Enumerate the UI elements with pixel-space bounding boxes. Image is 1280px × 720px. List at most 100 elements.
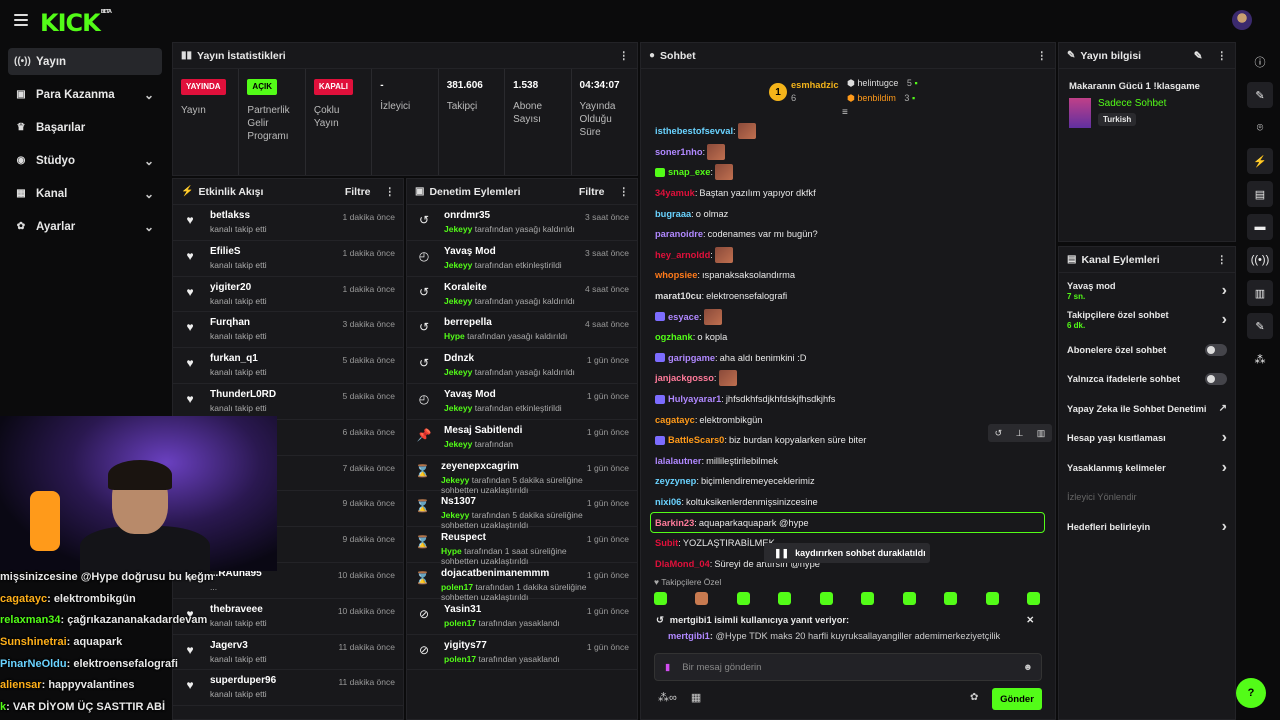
- sidebar-item[interactable]: ▣ Para Kazanma ⌄: [8, 81, 162, 108]
- collapse-icon[interactable]: ≡: [842, 107, 848, 118]
- channel-action-row[interactable]: Hesap yaşı kısıtlaması ›: [1059, 424, 1235, 454]
- delete-icon[interactable]: ▥: [1036, 427, 1046, 438]
- channel-action-row[interactable]: Abonelere özel sohbet: [1059, 335, 1235, 365]
- chat-username[interactable]: bugraaa: [655, 208, 692, 219]
- chat-message[interactable]: hey_arnoldd:: [641, 245, 1055, 266]
- chat-message[interactable]: nixi06: koltuksikenlerdenmişsinizcesine: [641, 492, 1055, 513]
- leader-third-name[interactable]: benbildim: [857, 93, 896, 103]
- moderator-name[interactable]: Jekeyy: [444, 224, 473, 234]
- kick-logo[interactable]: KICKBETA: [40, 9, 112, 37]
- moderator-name[interactable]: Jekeyy: [444, 259, 473, 270]
- chat-username[interactable]: snap_exe: [668, 167, 711, 178]
- chat-message[interactable]: paranoidre: codenames var mı bugün?: [641, 224, 1055, 245]
- emote-2[interactable]: [695, 592, 709, 605]
- reply-icon[interactable]: ↺: [994, 427, 1003, 438]
- chevron-right-icon[interactable]: ›: [1221, 311, 1227, 329]
- chat-username[interactable]: nixi06: [655, 496, 682, 507]
- emote-1[interactable]: [654, 592, 667, 605]
- emoji-icon[interactable]: ☻: [1023, 661, 1033, 673]
- chat-message[interactable]: isthebestofsevval:: [641, 121, 1055, 142]
- avatar[interactable]: [1232, 10, 1252, 30]
- more-icon[interactable]: ⋮: [618, 185, 630, 198]
- emote-5[interactable]: [819, 592, 833, 605]
- chat-username[interactable]: lalalautner: [655, 455, 702, 466]
- menu-icon[interactable]: [14, 14, 28, 26]
- chat-message[interactable]: lalalautner: millileştirilebilmek: [641, 451, 1055, 472]
- chat-username[interactable]: Hulyayarar1: [668, 394, 722, 405]
- leader-first-name[interactable]: esmhadzic: [791, 80, 839, 90]
- chat-username[interactable]: whopsiee: [655, 270, 698, 281]
- chat-message[interactable]: cagatayc: elektrombikgün: [641, 409, 1055, 430]
- moderator-name[interactable]: Jekeyy: [444, 367, 473, 378]
- moderation-target[interactable]: zeyenepxcagrim: [440, 460, 519, 472]
- chat-username[interactable]: marat10cu: [655, 291, 702, 302]
- moderator-name[interactable]: polen17: [444, 617, 477, 628]
- chat-username[interactable]: garipgame: [668, 352, 716, 363]
- chat-username[interactable]: janjackgosso: [655, 373, 714, 384]
- chat-username[interactable]: 34yamuk: [655, 188, 695, 199]
- moderator-name[interactable]: Jekeyy: [440, 474, 470, 485]
- emote-3[interactable]: [736, 592, 750, 605]
- more-icon[interactable]: ⋮: [1216, 253, 1228, 266]
- leader-second-name[interactable]: helintugce: [857, 78, 899, 88]
- chevron-down-icon[interactable]: ⌄: [143, 186, 154, 201]
- settings-icon[interactable]: ✿: [970, 692, 979, 703]
- toggle-switch[interactable]: [1205, 373, 1227, 386]
- activity-username[interactable]: superduper96: [210, 675, 277, 687]
- edit-icon[interactable]: ✎: [1247, 82, 1273, 108]
- chat-message[interactable]: ogzhank: o kopla: [641, 327, 1055, 348]
- channel-action-row[interactable]: Yapay Zeka ile Sohbet Denetimi ↗: [1059, 394, 1235, 424]
- chat-message[interactable]: Barkin23: aquaparkaquapark @hype: [650, 512, 1045, 533]
- chat-message[interactable]: marat10cu: elektroensefalografi: [641, 286, 1055, 307]
- chat-username[interactable]: ogzhank: [655, 332, 693, 343]
- channel-action-row[interactable]: Yasaklanmış kelimeler ›: [1059, 453, 1235, 483]
- moderation-target[interactable]: Reuspect: [440, 532, 486, 544]
- emote-7[interactable]: [902, 592, 916, 605]
- activity-username[interactable]: thebraveee: [210, 603, 263, 615]
- chat-message[interactable]: Subit: YOZLAŞTIRABİLMEK: [641, 533, 1055, 554]
- chevron-down-icon[interactable]: ⌄: [143, 87, 154, 102]
- chat-username[interactable]: DlaMond_04: [655, 558, 710, 569]
- chat-input[interactable]: ▮ Bir mesaj gönderin ☻: [654, 653, 1042, 681]
- filter-button[interactable]: Filtre: [578, 185, 605, 198]
- sidebar-item[interactable]: ◉ Stüdyo ⌄: [8, 147, 162, 174]
- broadcast-icon[interactable]: ((•)): [1247, 247, 1273, 273]
- activity-username[interactable]: furkan_q1: [210, 353, 258, 365]
- chat-username[interactable]: cagatayc: [655, 414, 695, 425]
- sidebar-item[interactable]: ♛ Başarılar: [8, 114, 162, 141]
- emote-9[interactable]: [985, 592, 999, 605]
- moderation-target[interactable]: Yavaş Mod: [444, 388, 496, 400]
- camera-icon[interactable]: ⌾: [1256, 121, 1264, 134]
- chat-icon[interactable]: ▬: [1247, 214, 1273, 240]
- chat-message[interactable]: garipgame: aha aldı benimkini :D: [641, 348, 1055, 369]
- group-icon[interactable]: ⁂: [1254, 353, 1266, 366]
- chat-message[interactable]: snap_exe:: [641, 162, 1055, 183]
- chat-message[interactable]: janjackgosso:: [641, 368, 1055, 389]
- chat-username[interactable]: BattleScars0: [668, 435, 725, 446]
- category-thumbnail[interactable]: [1069, 98, 1091, 128]
- activity-username[interactable]: EfilieS: [210, 245, 241, 257]
- moderation-target[interactable]: onrdmr35: [444, 210, 491, 221]
- more-icon[interactable]: ⋮: [1036, 49, 1048, 62]
- chat-username[interactable]: isthebestofsevval: [655, 126, 734, 137]
- chat-username[interactable]: hey_arnoldd: [655, 249, 711, 260]
- chat-message[interactable]: BattleScars0: biz burdan kopyalarken sür…: [641, 430, 1055, 451]
- channel-action-row[interactable]: Takipçilere özel sohbet 6 dk. ›: [1059, 306, 1235, 336]
- chat-message[interactable]: bugraaa: o olmaz: [641, 203, 1055, 224]
- activity-username[interactable]: Jagerv3: [210, 639, 248, 651]
- external-link-icon[interactable]: ↗: [1218, 403, 1227, 415]
- moderation-target[interactable]: Koraleite: [444, 281, 487, 293]
- sidebar-item[interactable]: ▦ Kanal ⌄: [8, 180, 162, 207]
- chevron-right-icon[interactable]: ›: [1221, 281, 1227, 299]
- moderator-name[interactable]: Hype: [440, 546, 462, 557]
- chat-username[interactable]: zeyzynep: [655, 476, 697, 487]
- chat-paused-banner[interactable]: ❚❚ kaydırırken sohbet duraklatıldı: [764, 543, 930, 563]
- emote-8[interactable]: [944, 592, 958, 605]
- wrench-icon[interactable]: ✎: [1247, 313, 1273, 339]
- chat-message[interactable]: zeyzynep: biçimlendiremeyeceklerimiz: [641, 471, 1055, 492]
- moderation-target[interactable]: dojacatbenimanemmm: [440, 567, 550, 579]
- chevron-down-icon[interactable]: ⌄: [143, 219, 154, 234]
- moderation-target[interactable]: Yasin31: [444, 603, 482, 615]
- channel-action-row[interactable]: Yavaş mod 7 sn. ›: [1059, 276, 1235, 306]
- channel-action-row[interactable]: Yalnızca ifadelerle sohbet: [1059, 365, 1235, 395]
